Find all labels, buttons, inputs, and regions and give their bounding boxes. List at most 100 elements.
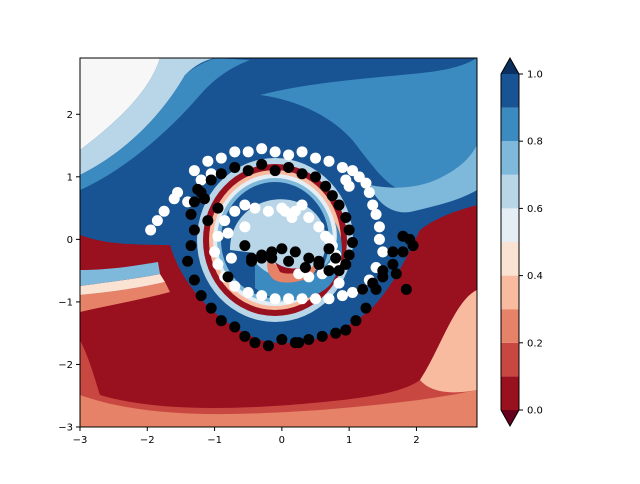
white-point xyxy=(367,199,379,211)
black-point xyxy=(215,315,227,327)
colorbar-tick-label: 0.2 xyxy=(527,338,543,349)
white-point xyxy=(242,287,254,299)
y-tick-label: −1 xyxy=(58,297,73,308)
white-point xyxy=(256,143,268,155)
colorbar-band xyxy=(501,376,519,410)
black-point xyxy=(239,240,251,252)
white-point xyxy=(336,161,348,173)
white-point xyxy=(269,293,281,305)
colorbar xyxy=(500,56,520,428)
white-point xyxy=(283,293,295,305)
black-point xyxy=(188,196,200,208)
colorbar-tick-label: 0.6 xyxy=(527,204,543,215)
black-point xyxy=(256,249,268,261)
white-point xyxy=(262,205,274,217)
black-point xyxy=(347,237,359,248)
white-point xyxy=(296,293,308,305)
white-point xyxy=(212,258,224,270)
black-point xyxy=(333,199,345,211)
colorbar-extend-low xyxy=(501,410,519,426)
white-point xyxy=(145,224,157,236)
black-point xyxy=(360,302,372,314)
x-tick-label: 0 xyxy=(279,435,285,446)
black-point xyxy=(377,265,389,277)
white-point xyxy=(303,271,315,283)
white-point xyxy=(239,199,251,211)
white-point xyxy=(225,252,237,264)
colorbar-band xyxy=(501,309,519,343)
black-point xyxy=(256,158,268,170)
white-point xyxy=(343,180,355,192)
black-point xyxy=(269,165,281,177)
white-point xyxy=(256,290,268,302)
black-point xyxy=(202,215,214,227)
black-point xyxy=(229,161,241,173)
black-point xyxy=(387,246,399,258)
white-point xyxy=(195,174,207,186)
white-point xyxy=(336,290,348,302)
black-point xyxy=(229,321,241,333)
black-point xyxy=(370,283,382,295)
black-point xyxy=(222,271,234,283)
black-point xyxy=(239,330,251,342)
black-point xyxy=(185,208,197,220)
white-point xyxy=(370,208,382,220)
black-point xyxy=(320,180,332,192)
scatter-layer xyxy=(145,143,419,352)
black-point xyxy=(293,337,305,349)
black-point xyxy=(397,246,409,258)
x-tick-label: −1 xyxy=(207,435,222,446)
white-point xyxy=(310,152,322,164)
white-point xyxy=(360,177,372,189)
black-point xyxy=(330,327,342,339)
black-point xyxy=(303,333,315,345)
white-point xyxy=(212,230,224,242)
x-tick-label: 2 xyxy=(413,435,419,446)
black-point xyxy=(188,274,200,286)
colorbar-tick-label: 0.8 xyxy=(527,137,543,148)
black-point xyxy=(350,315,362,327)
black-point xyxy=(323,243,335,255)
white-point xyxy=(377,246,389,258)
black-point xyxy=(313,255,325,267)
colorbar-tick-label: 0.0 xyxy=(527,406,543,417)
white-point xyxy=(296,199,308,211)
x-tick-label: −3 xyxy=(73,435,88,446)
black-point xyxy=(246,255,258,267)
black-point xyxy=(323,265,335,277)
y-tick-label: −2 xyxy=(58,360,73,371)
white-point xyxy=(239,221,251,233)
white-point xyxy=(202,155,214,167)
white-point xyxy=(347,287,359,299)
black-point xyxy=(212,202,224,214)
black-point xyxy=(357,283,369,295)
black-point xyxy=(215,168,227,180)
black-point xyxy=(188,224,200,236)
black-point xyxy=(387,258,399,270)
white-point xyxy=(283,149,295,161)
white-point xyxy=(151,215,163,227)
black-point xyxy=(276,333,288,345)
black-point xyxy=(205,302,217,314)
colorbar-tick-label: 0.4 xyxy=(527,271,543,282)
white-point xyxy=(229,280,241,292)
white-point xyxy=(296,146,308,158)
y-tick-label: 1 xyxy=(67,172,73,183)
black-point xyxy=(198,193,210,205)
black-point xyxy=(289,246,301,258)
black-point xyxy=(185,240,197,252)
black-point xyxy=(262,340,274,352)
y-tick-label: −3 xyxy=(58,423,73,434)
black-point xyxy=(343,249,355,261)
colorbar-band xyxy=(501,141,519,175)
white-point xyxy=(229,146,241,158)
white-point xyxy=(323,293,335,305)
black-point xyxy=(316,330,328,342)
colorbar-band xyxy=(501,242,519,276)
white-point xyxy=(323,233,335,245)
black-point xyxy=(326,190,338,202)
colorbar-tick-label: 1.0 xyxy=(527,70,543,81)
white-point xyxy=(373,233,385,245)
plot-area xyxy=(80,58,477,427)
white-point xyxy=(249,202,261,214)
